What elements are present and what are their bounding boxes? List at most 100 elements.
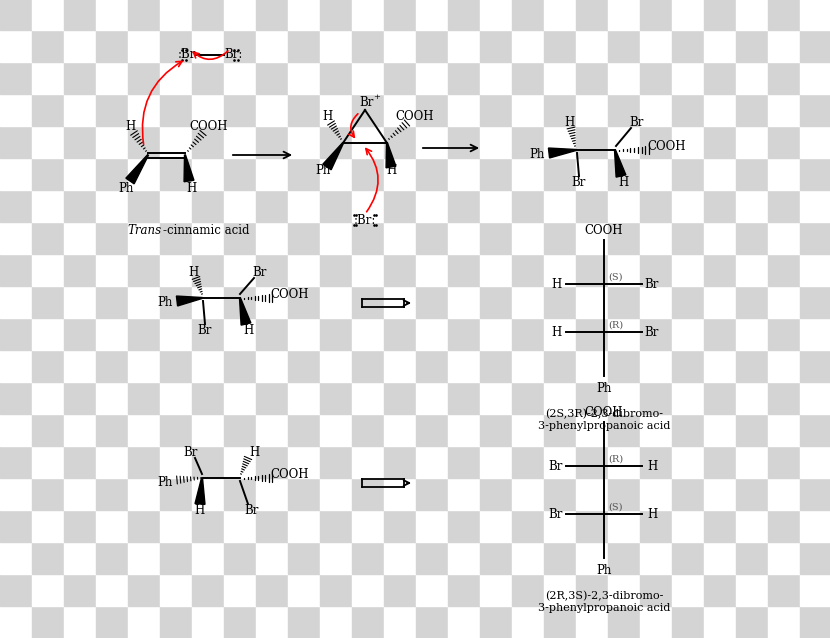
Bar (768, 350, 800, 382)
Bar (448, 94, 480, 126)
Bar (608, 222, 640, 254)
Bar (192, 478, 224, 510)
Text: H: H (322, 110, 332, 124)
Text: H: H (564, 115, 574, 128)
Bar (576, 254, 608, 286)
Bar (0, 606, 32, 638)
Bar (544, 414, 576, 446)
Bar (672, 510, 704, 542)
Bar (160, 318, 192, 350)
Bar (64, 606, 96, 638)
Bar (608, 190, 640, 222)
Bar (96, 254, 128, 286)
Bar (416, 190, 448, 222)
Bar (32, 382, 64, 414)
Bar (32, 478, 64, 510)
Text: H: H (124, 121, 135, 133)
Bar (256, 574, 288, 606)
Bar (0, 62, 32, 94)
Bar (512, 382, 544, 414)
Bar (256, 126, 288, 158)
Bar (480, 254, 512, 286)
Bar (736, 0, 768, 30)
Text: Ph: Ph (158, 295, 173, 309)
Bar (448, 446, 480, 478)
Bar (64, 382, 96, 414)
Bar (320, 574, 352, 606)
Bar (640, 382, 672, 414)
Bar (32, 254, 64, 286)
Bar (256, 222, 288, 254)
Bar (160, 0, 192, 30)
Bar (576, 510, 608, 542)
Bar (448, 606, 480, 638)
Bar (640, 318, 672, 350)
Bar (96, 94, 128, 126)
Bar (800, 190, 830, 222)
Bar (800, 254, 830, 286)
Bar (640, 0, 672, 30)
Bar (704, 94, 736, 126)
Bar (800, 126, 830, 158)
Bar (512, 30, 544, 62)
Bar (480, 382, 512, 414)
Bar (448, 62, 480, 94)
Bar (736, 574, 768, 606)
Bar (768, 94, 800, 126)
Bar (64, 254, 96, 286)
Bar (192, 94, 224, 126)
Text: H: H (647, 507, 657, 521)
Polygon shape (240, 298, 251, 325)
Bar (672, 158, 704, 190)
Bar (192, 126, 224, 158)
Bar (192, 0, 224, 30)
Bar (160, 158, 192, 190)
Bar (480, 606, 512, 638)
Bar (480, 158, 512, 190)
Bar (32, 126, 64, 158)
Bar (576, 542, 608, 574)
Bar (672, 62, 704, 94)
Bar (128, 382, 160, 414)
Bar (704, 478, 736, 510)
Text: Br: Br (183, 445, 198, 459)
Bar (32, 542, 64, 574)
Bar (320, 350, 352, 382)
Bar (224, 350, 256, 382)
Bar (224, 542, 256, 574)
Bar (288, 254, 320, 286)
Bar (704, 158, 736, 190)
Bar (320, 126, 352, 158)
Bar (672, 254, 704, 286)
Bar (480, 478, 512, 510)
Bar (384, 606, 416, 638)
Bar (672, 30, 704, 62)
Bar (32, 318, 64, 350)
Bar (544, 382, 576, 414)
Bar (736, 318, 768, 350)
Bar (608, 30, 640, 62)
Bar (608, 0, 640, 30)
Bar (800, 510, 830, 542)
Text: Br: Br (245, 503, 259, 517)
Bar (768, 606, 800, 638)
Bar (576, 350, 608, 382)
Bar (608, 94, 640, 126)
Bar (224, 222, 256, 254)
Bar (160, 254, 192, 286)
Text: Br: Br (360, 96, 374, 110)
Bar (576, 382, 608, 414)
Bar (480, 190, 512, 222)
Bar (736, 190, 768, 222)
Bar (672, 94, 704, 126)
Bar (128, 446, 160, 478)
Bar (512, 606, 544, 638)
Bar (768, 446, 800, 478)
Text: Br:: Br: (224, 48, 242, 61)
Bar (64, 574, 96, 606)
Text: :Br: :Br (178, 48, 196, 61)
Bar (416, 478, 448, 510)
Bar (288, 286, 320, 318)
Bar (576, 222, 608, 254)
Bar (352, 62, 384, 94)
